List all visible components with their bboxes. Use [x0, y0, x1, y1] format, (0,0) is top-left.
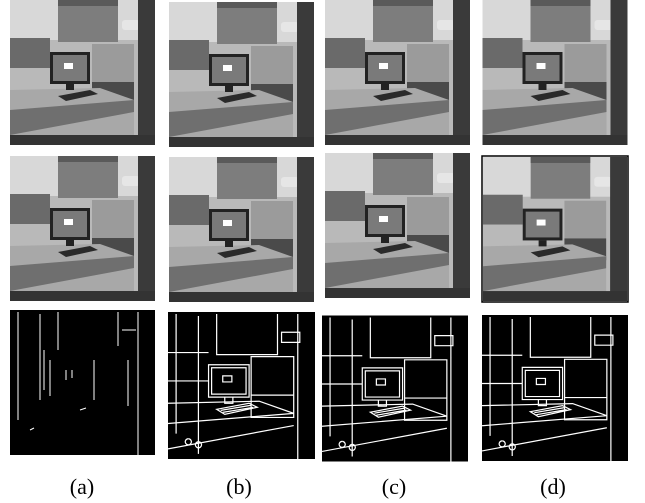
edge-map-c — [322, 316, 468, 462]
image-grid — [10, 0, 628, 462]
labels: (a) (b) (c) (d) — [70, 474, 566, 499]
image-a1 — [10, 0, 155, 145]
edge-map-b — [168, 312, 315, 459]
image-c2 — [325, 153, 470, 298]
label-c: (c) — [382, 474, 406, 499]
edge-map-d — [482, 315, 628, 461]
page: (a) (b) (c) (d) (() => { const data = JS… — [0, 0, 645, 503]
label-d: (d) — [540, 474, 566, 499]
image-d2 — [483, 157, 627, 301]
image-a2 — [10, 156, 155, 301]
label-b: (b) — [226, 474, 252, 499]
image-b1 — [169, 2, 314, 147]
image-d1 — [483, 0, 628, 145]
figure: (a) (b) (c) (d) — [0, 0, 645, 503]
image-b2 — [169, 157, 314, 302]
edge-map-a — [10, 310, 155, 455]
image-c1 — [325, 0, 470, 145]
label-a: (a) — [70, 474, 94, 499]
